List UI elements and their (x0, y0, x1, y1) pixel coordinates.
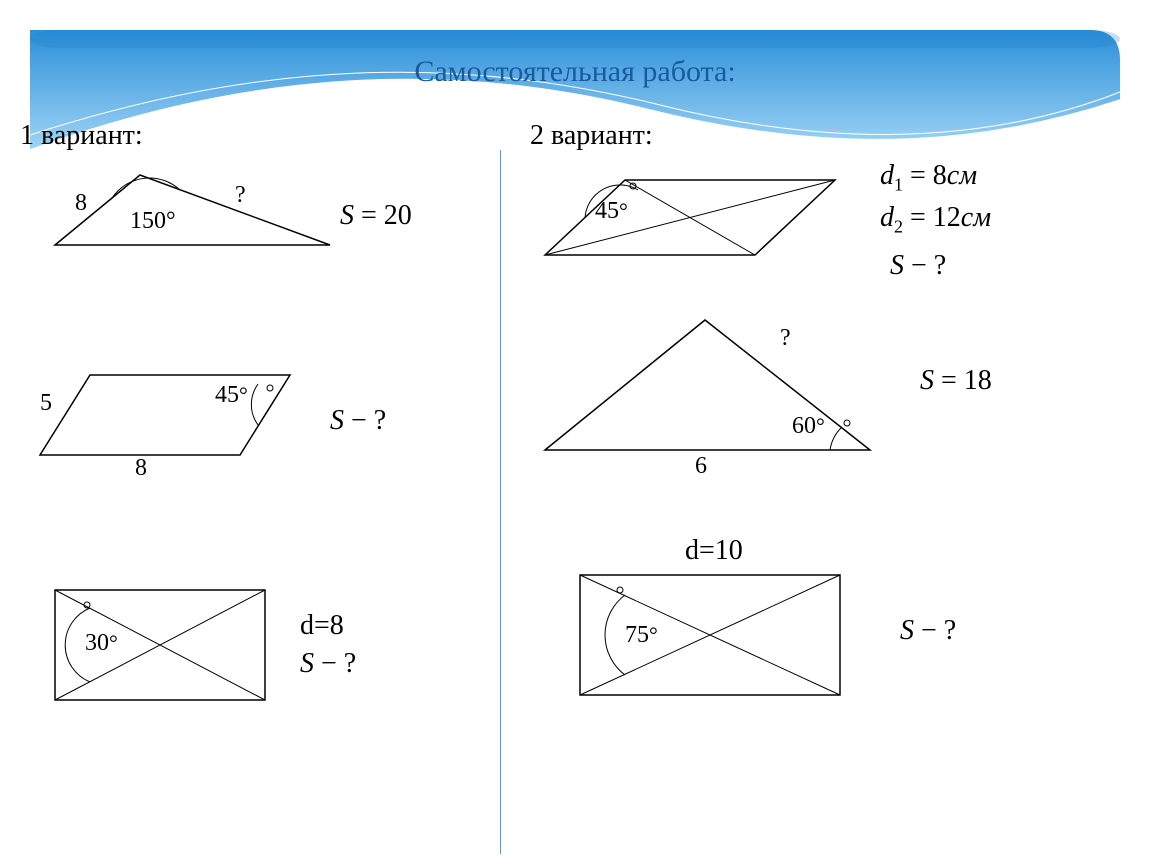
variant-2-label: 2 вариант: (530, 120, 653, 152)
v1p3-eq: S − ? (300, 648, 356, 680)
v1-problem-3: 30° d=8 S − ? (45, 580, 285, 710)
v2p1-angle: 45° (595, 198, 628, 225)
v2p2-unknown: ? (780, 325, 791, 352)
v1p2-angle: 45° (215, 382, 248, 409)
v2p2-angle: 60° (792, 413, 825, 440)
content-area: 1 вариант: 2 вариант: 8 ? 150° S = 20 5 … (0, 110, 1150, 864)
v1-problem-2: 5 45° 8 S − ? (20, 350, 310, 480)
v2p1-d1: d1 = 8см (880, 160, 977, 196)
v2p1-eq: S − ? (890, 250, 946, 282)
v2-problem-3: 75° d=10 S − ? (570, 560, 860, 710)
v1p1-unknown: ? (235, 182, 246, 209)
v1p2-eq: S − ? (330, 405, 386, 437)
v2p3-d: d=10 (685, 535, 743, 567)
v1p3-d: d=8 (300, 610, 344, 642)
v1p3-angle: 30° (85, 630, 118, 657)
v2p3-eq: S − ? (900, 615, 956, 647)
v2p2-eq: S = 18 (920, 365, 992, 397)
v2p3-angle: 75° (625, 622, 658, 649)
v1-problem-1: 8 ? 150° S = 20 (40, 160, 340, 280)
v1p2-side-a: 5 (40, 390, 52, 417)
v2-problem-1: 45° d1 = 8см d2 = 12см S − ? (530, 160, 850, 280)
v2p1-d2: d2 = 12см (880, 202, 991, 238)
v1p1-side: 8 (75, 190, 87, 217)
page-title: Самостоятельная работа: (0, 55, 1150, 89)
v2p2-base: 6 (695, 453, 707, 480)
variant-1-label: 1 вариант: (20, 120, 143, 152)
v1p1-angle: 150° (130, 208, 176, 235)
v1p1-eq: S = 20 (340, 200, 412, 232)
v1p2-side-b: 8 (135, 455, 147, 482)
column-divider (500, 150, 501, 854)
v2-problem-2: ? 60° 6 S = 18 (530, 305, 890, 475)
